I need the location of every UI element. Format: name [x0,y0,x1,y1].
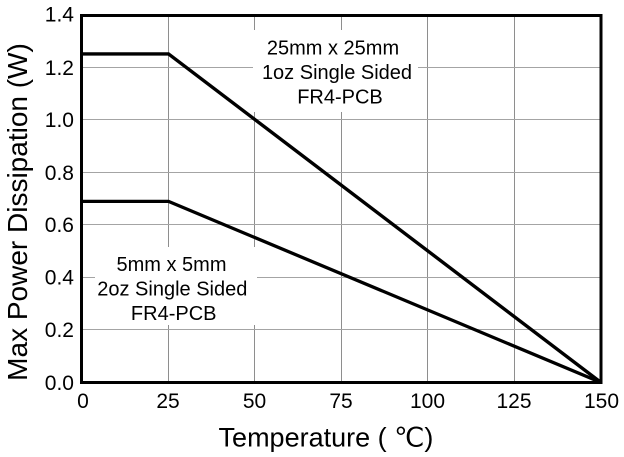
svg-text:50: 50 [243,390,266,413]
svg-text:5mm x 5mm: 5mm x 5mm [117,254,227,276]
svg-text:1oz Single Sided: 1oz Single Sided [262,62,412,84]
svg-text:0: 0 [77,390,89,413]
svg-text:1.2: 1.2 [45,57,74,80]
svg-text:150: 150 [584,390,619,413]
svg-text:Max Power Dissipation (W): Max Power Dissipation (W) [2,43,33,381]
svg-text:FR4-PCB: FR4-PCB [131,303,217,325]
svg-text:FR4-PCB: FR4-PCB [297,87,383,109]
svg-text:0.8: 0.8 [45,162,74,185]
svg-text:25: 25 [156,390,179,413]
svg-text:1.0: 1.0 [45,109,74,132]
svg-text:2oz Single Sided: 2oz Single Sided [97,279,247,301]
svg-text:0.2: 0.2 [45,319,74,342]
svg-text:0.6: 0.6 [45,214,74,237]
svg-text:100: 100 [410,390,445,413]
svg-text:75: 75 [329,390,352,413]
svg-text:1.4: 1.4 [45,4,75,27]
svg-text:125: 125 [496,390,531,413]
svg-text:25mm x 25mm: 25mm x 25mm [267,38,399,60]
svg-text:Temperature ( ℃): Temperature ( ℃) [219,423,434,453]
svg-text:0.0: 0.0 [45,372,74,395]
svg-text:0.4: 0.4 [45,267,75,290]
